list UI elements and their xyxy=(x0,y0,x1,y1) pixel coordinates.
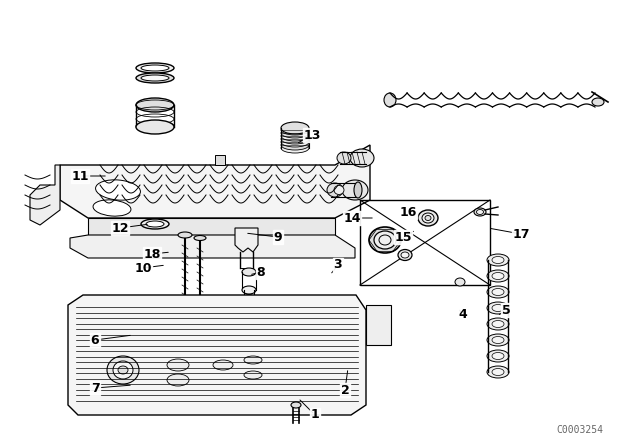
Ellipse shape xyxy=(141,75,169,81)
Ellipse shape xyxy=(384,93,396,107)
Ellipse shape xyxy=(244,301,254,307)
Ellipse shape xyxy=(178,232,192,238)
Text: 15: 15 xyxy=(394,231,412,244)
Ellipse shape xyxy=(281,140,309,150)
Ellipse shape xyxy=(281,125,309,135)
Ellipse shape xyxy=(141,219,169,229)
Text: 11: 11 xyxy=(71,169,89,182)
Ellipse shape xyxy=(281,128,309,138)
Ellipse shape xyxy=(487,366,509,378)
Ellipse shape xyxy=(136,63,174,73)
Text: 4: 4 xyxy=(459,309,467,322)
Text: 12: 12 xyxy=(111,221,129,234)
Ellipse shape xyxy=(93,200,131,216)
Text: 16: 16 xyxy=(399,206,417,219)
Text: 3: 3 xyxy=(333,258,342,271)
Polygon shape xyxy=(366,305,391,345)
Text: 2: 2 xyxy=(340,383,349,396)
Ellipse shape xyxy=(487,286,509,298)
Ellipse shape xyxy=(592,98,604,106)
Text: 13: 13 xyxy=(303,129,321,142)
Polygon shape xyxy=(235,228,258,252)
Ellipse shape xyxy=(136,73,174,83)
Ellipse shape xyxy=(136,120,174,134)
Polygon shape xyxy=(30,165,60,225)
Ellipse shape xyxy=(492,257,504,263)
Ellipse shape xyxy=(337,152,351,164)
Text: 18: 18 xyxy=(143,247,161,260)
Ellipse shape xyxy=(291,402,301,408)
Ellipse shape xyxy=(95,180,140,200)
Polygon shape xyxy=(60,145,370,218)
Text: C0003254: C0003254 xyxy=(557,425,604,435)
Ellipse shape xyxy=(492,353,504,359)
Ellipse shape xyxy=(492,336,504,344)
Polygon shape xyxy=(68,295,366,415)
Ellipse shape xyxy=(334,185,344,194)
Ellipse shape xyxy=(167,359,189,371)
Ellipse shape xyxy=(374,231,396,249)
Ellipse shape xyxy=(350,149,374,167)
Ellipse shape xyxy=(487,350,509,362)
Ellipse shape xyxy=(354,182,362,198)
Text: 14: 14 xyxy=(343,211,361,224)
Ellipse shape xyxy=(107,356,139,384)
Ellipse shape xyxy=(487,334,509,346)
Ellipse shape xyxy=(487,318,509,330)
Ellipse shape xyxy=(213,360,233,370)
Ellipse shape xyxy=(487,302,509,314)
Ellipse shape xyxy=(242,286,256,294)
Ellipse shape xyxy=(487,270,509,282)
Ellipse shape xyxy=(398,250,412,260)
Text: 8: 8 xyxy=(257,266,266,279)
Ellipse shape xyxy=(477,210,483,215)
Ellipse shape xyxy=(379,235,391,245)
Text: 10: 10 xyxy=(134,262,152,275)
Ellipse shape xyxy=(146,221,164,227)
Text: 1: 1 xyxy=(310,409,319,422)
Ellipse shape xyxy=(167,374,189,386)
Ellipse shape xyxy=(244,294,254,302)
Ellipse shape xyxy=(425,215,431,220)
Ellipse shape xyxy=(244,356,262,364)
Ellipse shape xyxy=(244,371,262,379)
Ellipse shape xyxy=(492,320,504,327)
Ellipse shape xyxy=(492,272,504,280)
Ellipse shape xyxy=(342,180,368,200)
Ellipse shape xyxy=(487,254,509,266)
Ellipse shape xyxy=(422,213,434,223)
Ellipse shape xyxy=(136,98,174,112)
Ellipse shape xyxy=(118,366,128,374)
Ellipse shape xyxy=(281,143,309,153)
Polygon shape xyxy=(70,235,355,258)
Ellipse shape xyxy=(492,305,504,311)
Text: 9: 9 xyxy=(274,231,282,244)
Ellipse shape xyxy=(242,268,256,276)
Text: 7: 7 xyxy=(91,382,99,395)
Ellipse shape xyxy=(281,131,309,141)
Ellipse shape xyxy=(401,252,409,258)
Ellipse shape xyxy=(141,65,169,71)
Ellipse shape xyxy=(492,289,504,296)
Polygon shape xyxy=(215,155,225,165)
Ellipse shape xyxy=(281,122,309,134)
Text: 6: 6 xyxy=(91,333,99,346)
Ellipse shape xyxy=(281,137,309,147)
Ellipse shape xyxy=(194,236,206,241)
Ellipse shape xyxy=(418,210,438,226)
Text: 17: 17 xyxy=(512,228,530,241)
Ellipse shape xyxy=(113,361,133,379)
Polygon shape xyxy=(88,218,335,235)
Ellipse shape xyxy=(474,208,486,216)
Ellipse shape xyxy=(281,134,309,144)
Ellipse shape xyxy=(327,183,343,197)
Ellipse shape xyxy=(369,227,401,253)
Ellipse shape xyxy=(455,278,465,286)
Text: 5: 5 xyxy=(502,303,510,316)
Ellipse shape xyxy=(492,369,504,375)
